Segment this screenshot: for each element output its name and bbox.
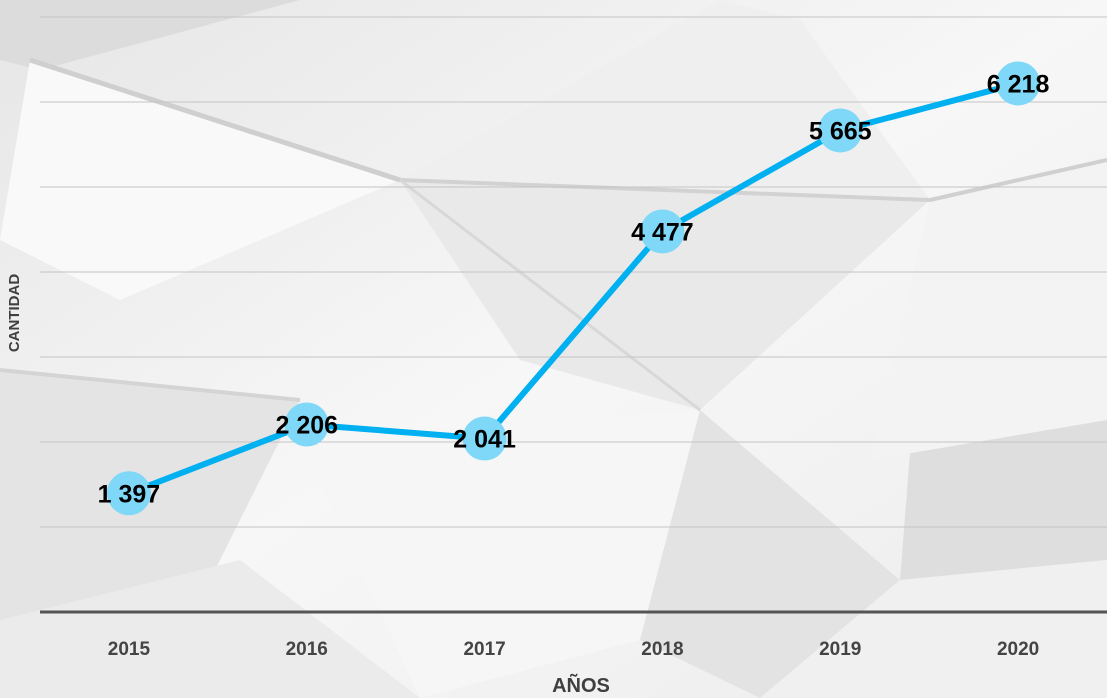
data-point [818, 108, 863, 153]
data-labels: 1 397 2 206 2 041 4 477 5 665 6 218 [98, 70, 1050, 508]
y-axis-title: CANTIDAD [6, 274, 23, 352]
x-tick-label: 2020 [997, 639, 1039, 660]
gridlines [40, 16, 1107, 528]
x-tick-label: 2015 [108, 639, 151, 660]
data-label: 2 041 [453, 426, 516, 454]
x-tick-labels: 2015 2016 2017 2018 2019 2020 [108, 639, 1039, 660]
data-label: 6 218 [987, 70, 1050, 98]
data-point [284, 402, 329, 447]
x-tick-label: 2016 [286, 639, 328, 660]
data-point [462, 416, 507, 461]
x-tick-label: 2019 [819, 639, 861, 660]
x-axis-title: AÑOS [552, 674, 610, 697]
x-tick-label: 2018 [641, 639, 683, 660]
data-point [996, 61, 1041, 106]
data-label: 2 206 [275, 411, 338, 439]
series-line [125, 80, 1022, 497]
data-point [106, 471, 151, 516]
data-markers [106, 61, 1041, 516]
data-point [640, 209, 685, 254]
x-tick-label: 2017 [463, 639, 505, 660]
data-label: 4 477 [631, 218, 694, 246]
data-label: 1 397 [98, 480, 161, 508]
data-label: 5 665 [809, 117, 872, 145]
